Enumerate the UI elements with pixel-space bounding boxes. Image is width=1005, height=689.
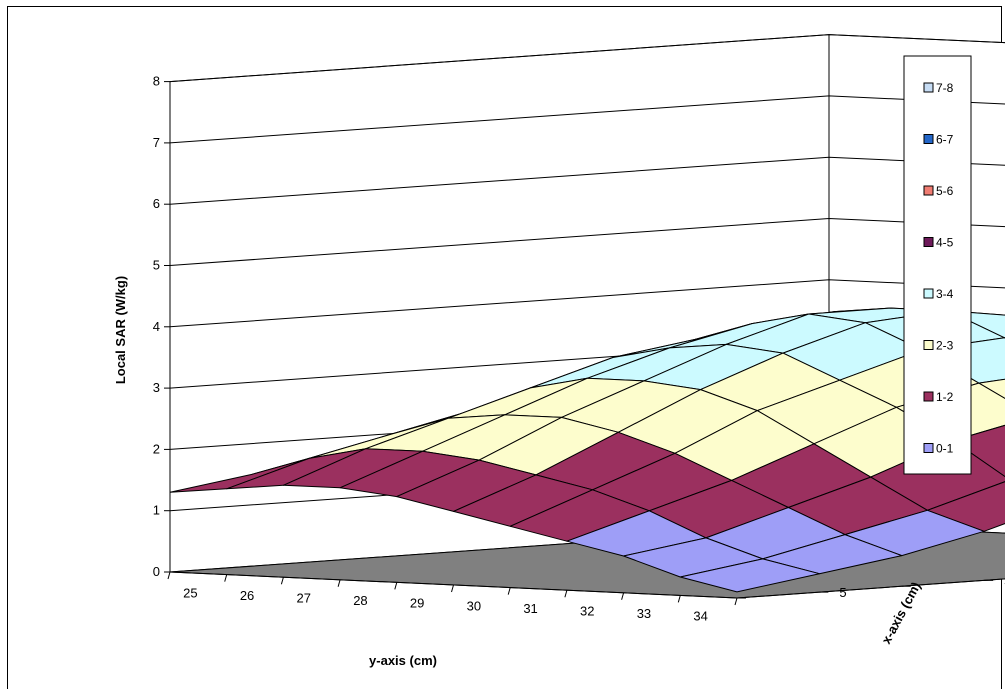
y-tick-label: 31 (523, 601, 537, 616)
legend-label: 4-5 (936, 236, 954, 250)
y-tick (564, 590, 568, 598)
z-tick-label: 7 (153, 135, 160, 150)
y-tick-label: 27 (297, 591, 311, 606)
y-tick-label: 32 (580, 604, 594, 619)
y-tick (734, 597, 738, 606)
y-tick-label: 33 (637, 606, 651, 621)
z-tick-label: 3 (153, 380, 160, 395)
y-tick-label: 25 (183, 585, 197, 600)
y-tick-label: 28 (353, 593, 367, 608)
y-tick (167, 571, 171, 580)
z-tick-label: 2 (153, 441, 160, 456)
legend-label: 6-7 (936, 133, 954, 147)
z-tick-label: 6 (153, 196, 160, 211)
gridline (169, 156, 1005, 205)
surface-patch (978, 378, 1005, 400)
gridline (169, 34, 1005, 83)
legend-label: 2-3 (936, 339, 954, 353)
legend-swatch (923, 443, 934, 453)
gridline (169, 217, 1005, 266)
legend-swatch (923, 340, 934, 350)
y-tick (394, 582, 398, 590)
legend-label: 7-8 (936, 81, 954, 95)
z-tick-label: 4 (153, 319, 160, 334)
y-tick (224, 574, 228, 582)
y-tick-label: 34 (693, 609, 707, 624)
gridline (169, 279, 1005, 328)
legend-swatch (923, 237, 934, 247)
legend-label: 0-1 (936, 442, 954, 456)
z-tick-label: 5 (153, 258, 160, 273)
legend-label: 5-6 (936, 184, 954, 198)
legend-swatch (923, 134, 934, 144)
z-tick-label: 8 (153, 74, 160, 89)
x-axis-title: x-axis (cm) (878, 579, 923, 646)
legend-box (903, 55, 972, 475)
gridline (169, 95, 1005, 144)
legend-swatch (923, 185, 934, 196)
z-axis-title: Local SAR (W/kg) (113, 276, 128, 384)
y-tick-label: 26 (240, 588, 254, 603)
y-tick (451, 584, 454, 593)
y-tick-label: 29 (410, 596, 424, 611)
legend-swatch (923, 391, 934, 402)
x-tick-label: 5 (839, 585, 846, 600)
legend-swatch (923, 288, 934, 299)
y-tick (337, 579, 341, 587)
y-tick-label: 30 (467, 598, 481, 613)
x-axis-line (736, 578, 1005, 599)
y-axis-title: y-axis (cm) (369, 653, 437, 668)
y-tick (621, 592, 625, 600)
y-tick (280, 577, 284, 585)
surface-patch (679, 558, 820, 593)
legend-label: 1-2 (936, 390, 954, 404)
y-tick (677, 595, 681, 603)
legend-swatch (923, 82, 934, 93)
z-tick-label: 0 (153, 564, 160, 579)
z-tick-label: 1 (153, 503, 160, 518)
legend-label: 3-4 (936, 287, 954, 301)
legend: 7-8 6-7 5-6 4-5 3-4 2-3 1-2 0-1 (903, 55, 972, 475)
y-tick (507, 587, 511, 595)
